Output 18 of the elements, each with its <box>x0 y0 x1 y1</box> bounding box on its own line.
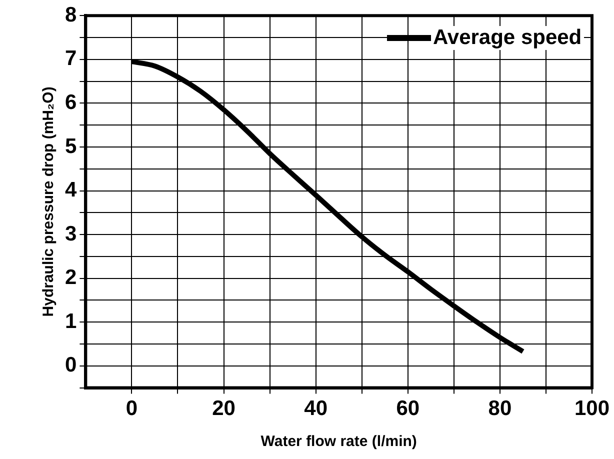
y-tick-label: 5 <box>64 134 77 158</box>
y-tick-label: 4 <box>64 178 77 202</box>
y-tick-label: 1 <box>64 310 77 333</box>
y-tick-label: 0 <box>64 354 77 377</box>
y-tick-label: 2 <box>64 266 77 290</box>
x-tick-label: 60 <box>396 397 420 420</box>
y-tick-label: 6 <box>64 90 77 114</box>
x-tick-label: 80 <box>488 397 512 420</box>
y-tick-label: 7 <box>64 47 77 70</box>
x-tick-label: 40 <box>304 397 328 420</box>
x-tick-label: 20 <box>212 397 236 420</box>
x-tick-label: 0 <box>126 397 138 420</box>
x-axis-title: Water flow rate (l/min) <box>260 433 417 450</box>
y-tick-label: 8 <box>64 3 77 26</box>
legend-label: Average speed <box>431 26 584 50</box>
x-tick-label: 100 <box>574 397 610 420</box>
y-axis-title: Hydraulic pressure drop (mH₂O) <box>40 86 58 317</box>
y-tick-label: 3 <box>64 222 77 246</box>
